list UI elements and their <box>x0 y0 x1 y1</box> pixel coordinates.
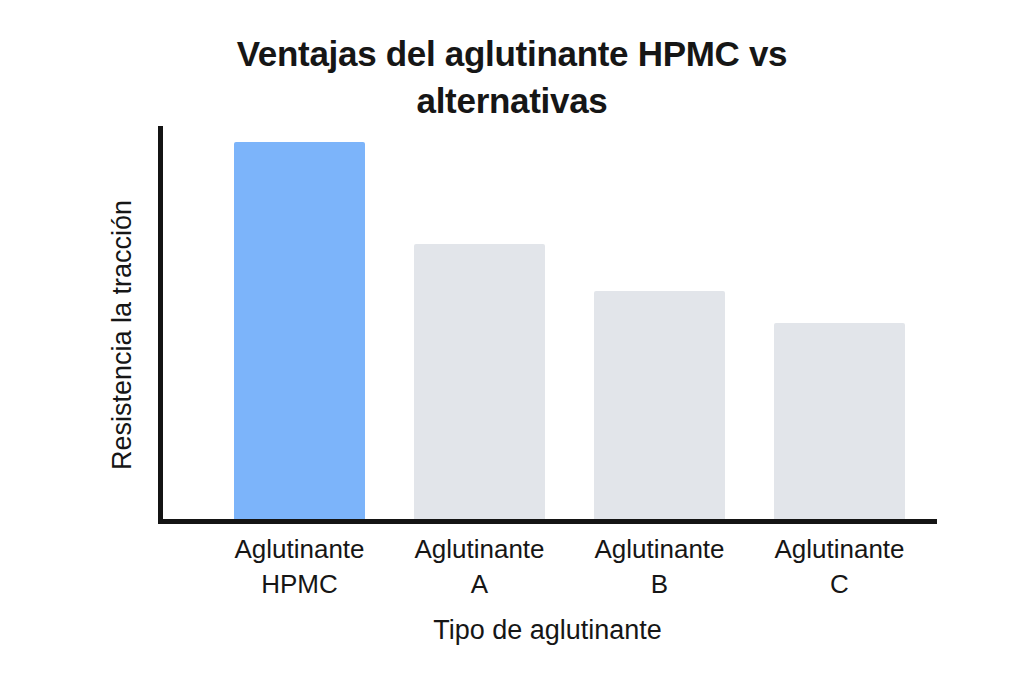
tick-label-line: Aglutinante <box>594 532 724 567</box>
x-axis-label: Tipo de aglutinante <box>158 612 937 648</box>
bar-aglutinante-hpmc <box>234 142 365 519</box>
tick-label-line: HPMC <box>261 567 338 602</box>
tick-label-line: A <box>471 567 488 602</box>
y-axis-label: Resistencia la tracción <box>107 200 138 470</box>
bar-aglutinante-a <box>414 244 545 519</box>
tick-label-aglutinante-a: AglutinanteA <box>414 532 545 602</box>
tick-label-line: Aglutinante <box>774 532 904 567</box>
bar-aglutinante-b <box>594 291 725 519</box>
chart-canvas: Ventajas del aglutinante HPMC vs alterna… <box>0 0 1024 683</box>
tick-label-line: Aglutinante <box>234 532 364 567</box>
bars-group <box>163 126 937 519</box>
bar-aglutinante-c <box>774 323 905 520</box>
x-tick-labels: AglutinanteHPMCAglutinanteAAglutinanteBA… <box>163 532 937 602</box>
plot-area <box>158 126 937 524</box>
tick-label-aglutinante-c: AglutinanteC <box>774 532 905 602</box>
tick-label-line: C <box>830 567 849 602</box>
tick-label-aglutinante-hpmc: AglutinanteHPMC <box>234 532 365 602</box>
chart-title: Ventajas del aglutinante HPMC vs alterna… <box>167 30 857 124</box>
tick-label-aglutinante-b: AglutinanteB <box>594 532 725 602</box>
x-axis-line <box>158 519 937 524</box>
tick-label-line: Aglutinante <box>414 532 544 567</box>
tick-label-line: B <box>651 567 668 602</box>
